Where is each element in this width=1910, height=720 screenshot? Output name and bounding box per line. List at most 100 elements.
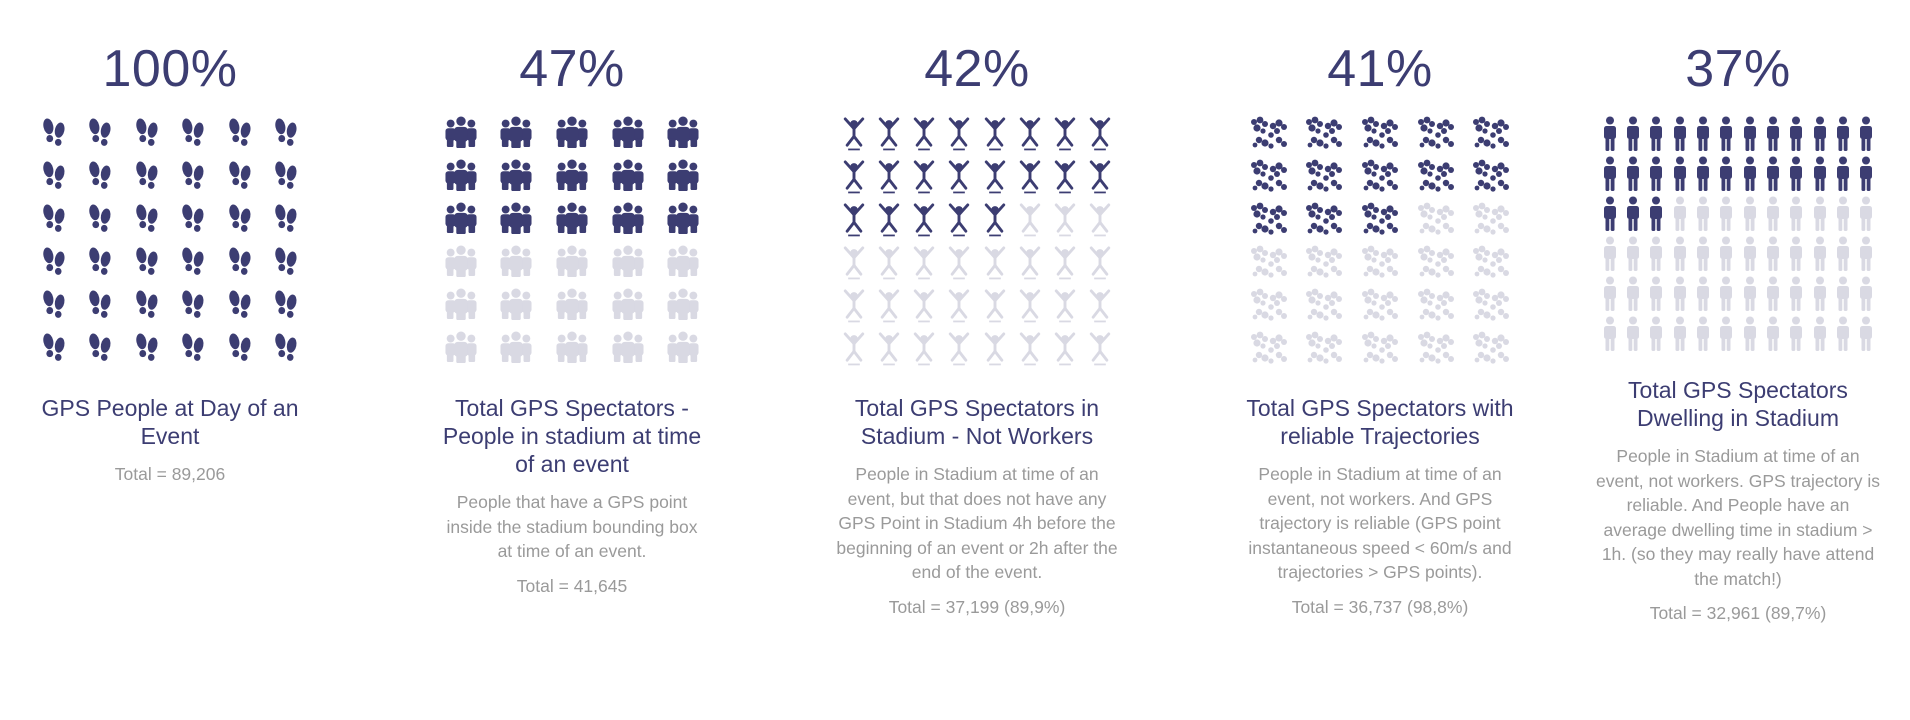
person-icon	[1854, 196, 1877, 236]
panel-title: Total GPS Spectators - People in stadium…	[442, 395, 702, 477]
footprints-icon	[77, 202, 124, 245]
percent-label: 47%	[519, 40, 625, 98]
panel-total: Total = 37,199 (89,9%)	[888, 596, 1066, 617]
person-icon	[1668, 276, 1691, 316]
trajectory-dots-icon	[1463, 202, 1519, 245]
people-group-icon	[433, 288, 489, 331]
person-icon	[1622, 116, 1645, 156]
footprints-icon	[217, 245, 264, 288]
people-group-icon	[600, 159, 656, 202]
cheering-person-icon	[942, 245, 977, 288]
trajectory-dots-icon	[1352, 159, 1408, 202]
person-icon	[1808, 316, 1831, 356]
people-group-icon	[655, 116, 711, 159]
footprints-icon	[30, 116, 77, 159]
panel-reliable-trajectories: 41%	[1190, 0, 1570, 619]
person-icon	[1831, 156, 1854, 196]
panel-gps-people: 100%	[0, 0, 360, 486]
people-group-icon	[489, 159, 545, 202]
person-icon	[1598, 116, 1621, 156]
cheering-person-icon	[977, 202, 1012, 245]
people-group-icon	[655, 159, 711, 202]
percent-label: 100%	[102, 40, 238, 98]
person-icon	[1738, 316, 1761, 356]
people-group-icon	[655, 245, 711, 288]
cheering-person-icon	[871, 202, 906, 245]
footprints-icon	[123, 331, 170, 374]
icon-grid	[836, 116, 1118, 374]
people-group-icon	[600, 202, 656, 245]
footprints-icon	[217, 202, 264, 245]
cheering-person-icon	[836, 288, 871, 331]
panel-total: Total = 89,206	[114, 464, 226, 484]
icon-grid	[1241, 116, 1519, 374]
cheering-person-icon	[871, 159, 906, 202]
person-icon	[1645, 236, 1668, 276]
trajectory-dots-icon	[1408, 245, 1464, 288]
panel-description: People that have a GPS point inside the …	[446, 492, 698, 561]
panel-total: Total = 32,961 (89,7%)	[1649, 603, 1827, 623]
trajectory-dots-icon	[1463, 331, 1519, 374]
footprints-icon	[77, 245, 124, 288]
cheering-person-icon	[871, 116, 906, 159]
person-icon	[1831, 316, 1854, 356]
person-icon	[1668, 156, 1691, 196]
footprints-icon	[123, 202, 170, 245]
person-icon	[1691, 196, 1714, 236]
people-group-icon	[433, 202, 489, 245]
person-icon	[1691, 276, 1714, 316]
person-icon	[1854, 236, 1877, 276]
cheering-person-icon	[907, 116, 942, 159]
person-icon	[1854, 156, 1877, 196]
footprints-icon	[170, 245, 217, 288]
person-icon	[1622, 236, 1645, 276]
cheering-person-icon	[977, 288, 1012, 331]
cheering-person-icon	[1012, 202, 1047, 245]
percent-label: 41%	[1327, 40, 1433, 98]
trajectory-dots-icon	[1352, 245, 1408, 288]
person-icon	[1691, 156, 1714, 196]
people-group-icon	[489, 202, 545, 245]
person-icon	[1738, 116, 1761, 156]
person-icon	[1831, 196, 1854, 236]
cheering-person-icon	[942, 202, 977, 245]
icon-grid	[30, 116, 310, 374]
person-icon	[1808, 116, 1831, 156]
panel-title: Total GPS Spectators in Stadium - Not Wo…	[854, 395, 1100, 449]
trajectory-dots-icon	[1241, 331, 1297, 374]
trajectory-dots-icon	[1297, 202, 1353, 245]
people-group-icon	[433, 245, 489, 288]
person-icon	[1715, 316, 1738, 356]
icon-grid	[1598, 116, 1878, 356]
cheering-person-icon	[836, 331, 871, 374]
cheering-person-icon	[1012, 159, 1047, 202]
person-icon	[1808, 276, 1831, 316]
people-group-icon	[655, 288, 711, 331]
people-group-icon	[600, 288, 656, 331]
people-group-icon	[655, 331, 711, 374]
cheering-person-icon	[907, 245, 942, 288]
person-icon	[1761, 116, 1784, 156]
people-group-icon	[544, 288, 600, 331]
people-group-icon	[489, 245, 545, 288]
people-group-icon	[544, 202, 600, 245]
footprints-icon	[263, 245, 310, 288]
cheering-person-icon	[1083, 245, 1118, 288]
cheering-person-icon	[1047, 202, 1082, 245]
cheering-person-icon	[836, 245, 871, 288]
footprints-icon	[217, 159, 264, 202]
footprints-icon	[77, 116, 124, 159]
footprints-icon	[30, 245, 77, 288]
footprints-icon	[263, 116, 310, 159]
trajectory-dots-icon	[1297, 159, 1353, 202]
cheering-person-icon	[977, 331, 1012, 374]
person-icon	[1715, 156, 1738, 196]
trajectory-dots-icon	[1297, 116, 1353, 159]
footprints-icon	[30, 202, 77, 245]
people-group-icon	[489, 331, 545, 374]
panel-not-workers: 42%	[787, 0, 1167, 619]
footprints-icon	[77, 159, 124, 202]
people-group-icon	[433, 331, 489, 374]
panel-description: People in Stadium at time of an event, n…	[1596, 446, 1880, 589]
trajectory-dots-icon	[1241, 288, 1297, 331]
